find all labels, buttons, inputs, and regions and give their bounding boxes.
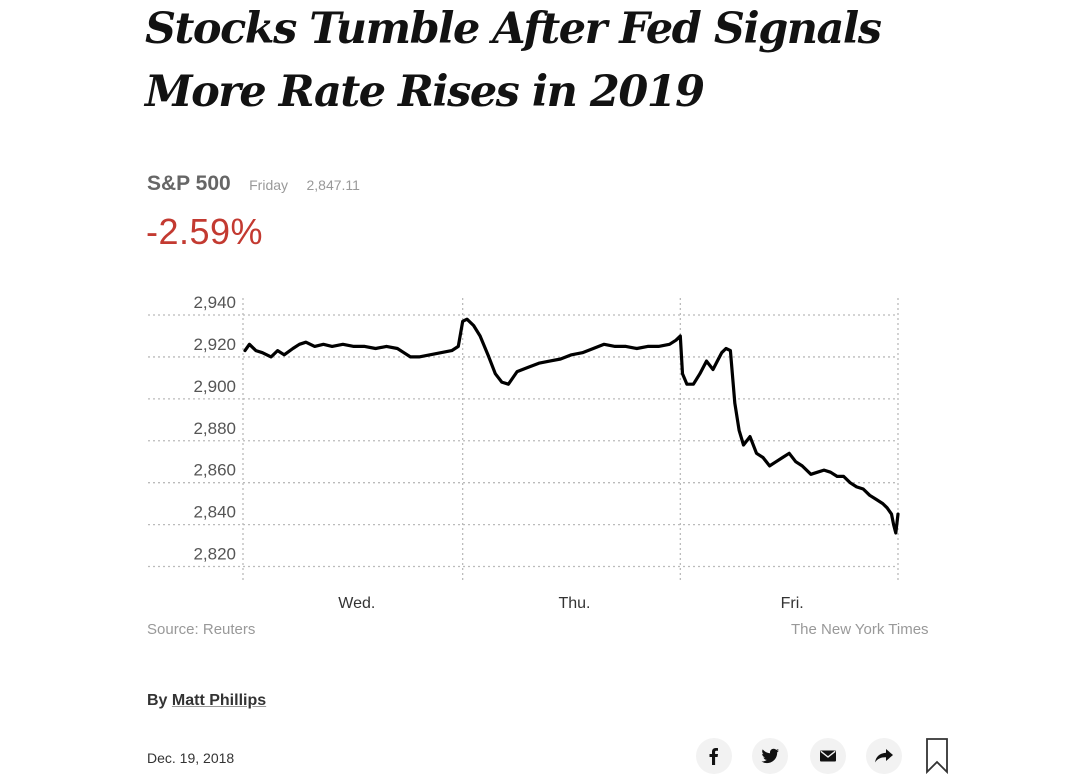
y-tick-label: 2,940 bbox=[193, 293, 236, 312]
chart-credit: The New York Times bbox=[791, 621, 929, 638]
ticker-name: S&P 500 bbox=[147, 172, 231, 195]
headline: Stocks Tumble After Fed Signals More Rat… bbox=[145, 0, 905, 124]
byline-prefix: By bbox=[147, 692, 168, 709]
share-icon bbox=[875, 749, 893, 763]
x-tick-label: Fri. bbox=[781, 595, 804, 612]
y-tick-label: 2,820 bbox=[193, 545, 236, 564]
vertical-gridlines bbox=[242, 298, 899, 582]
email-share-button[interactable] bbox=[810, 738, 846, 774]
author-link[interactable]: Matt Phillips bbox=[171, 692, 267, 709]
y-tick-label: 2,900 bbox=[193, 377, 236, 396]
publish-date: Dec. 19, 2018 bbox=[147, 750, 235, 766]
y-tick-label: 2,920 bbox=[193, 335, 236, 354]
facebook-icon bbox=[709, 748, 718, 765]
more-share-button[interactable] bbox=[866, 738, 902, 774]
y-axis-labels: 2,820 2,840 2,860 2,880 2,900 2,920 2,940 bbox=[193, 293, 236, 564]
bookmark-button[interactable] bbox=[924, 737, 950, 775]
series-line bbox=[243, 317, 900, 535]
chart-source: Source: Reuters bbox=[147, 621, 256, 638]
ticker-value: 2,847.11 bbox=[306, 177, 360, 193]
percent-change: -2.59% bbox=[146, 211, 264, 252]
x-tick-label: Thu. bbox=[558, 595, 590, 612]
x-tick-label: Wed. bbox=[338, 595, 375, 612]
x-axis-labels: Wed. Thu. Fri. bbox=[338, 595, 803, 612]
ticker-summary: S&P 500 Friday 2,847.11 bbox=[147, 172, 360, 196]
twitter-share-button[interactable] bbox=[752, 738, 788, 774]
horizontal-gridlines bbox=[148, 314, 898, 568]
headline-line-2: More Rate Rises in 2019 bbox=[145, 67, 705, 117]
twitter-icon bbox=[761, 748, 779, 764]
ticker-day: Friday bbox=[249, 177, 289, 193]
y-tick-label: 2,880 bbox=[193, 419, 236, 438]
headline-line-1: Stocks Tumble After Fed Signals bbox=[145, 4, 882, 54]
y-tick-label: 2,860 bbox=[193, 461, 236, 480]
y-tick-label: 2,840 bbox=[193, 503, 236, 522]
facebook-share-button[interactable] bbox=[696, 738, 732, 774]
bookmark-icon bbox=[926, 738, 948, 775]
email-icon bbox=[820, 750, 836, 762]
byline: By Matt Phillips bbox=[147, 692, 266, 710]
